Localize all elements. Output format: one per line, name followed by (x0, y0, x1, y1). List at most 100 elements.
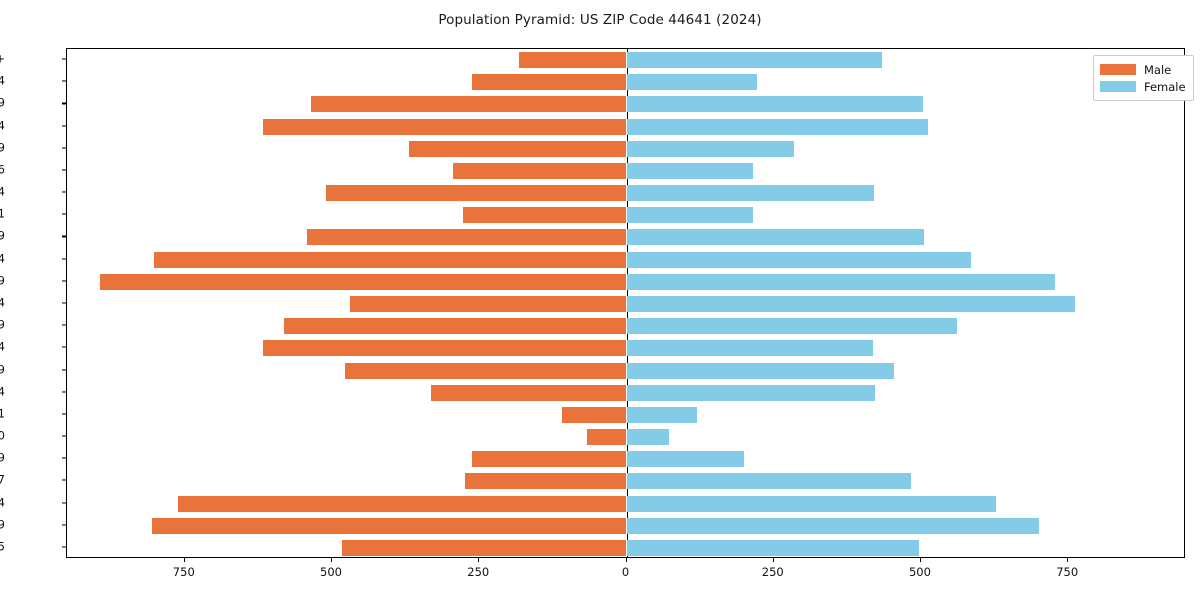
bar-male-65-66 (452, 162, 627, 179)
y-tick-mark (62, 147, 66, 149)
y-tick-label-80-84: 80-84 (0, 73, 5, 88)
y-tick-mark (62, 524, 66, 526)
bar-male-80-84 (472, 74, 627, 91)
bar-male-5-9 (152, 517, 627, 534)
bar-female-70-74 (626, 118, 929, 135)
bar-male-40-44 (349, 296, 627, 312)
bar-female-62-64 (626, 185, 874, 202)
bar-male-under-5 (342, 539, 627, 556)
y-tick-label-21: 21 (0, 406, 5, 421)
bar-male-55-59 (307, 229, 627, 246)
y-tick-label-65-66: 65-66 (0, 162, 5, 177)
y-tick-label-25-29: 25-29 (0, 361, 5, 376)
x-tick-label-3: 0 (621, 565, 630, 579)
bar-female-75-79 (626, 96, 923, 113)
bar-female-80-84 (626, 74, 758, 91)
chart-legend: Male Female (1093, 55, 1194, 101)
y-tick-mark (62, 235, 66, 238)
bar-female-55-59 (626, 229, 924, 246)
legend-swatch-female (1100, 81, 1136, 92)
y-tick-label-10-14: 10-14 (0, 494, 5, 509)
x-tick-label-5: 500 (908, 565, 931, 579)
bar-female-21 (626, 406, 697, 423)
y-tick-label-70-74: 70-74 (0, 117, 5, 132)
legend-label-female: Female (1144, 79, 1186, 94)
bar-female-65-66 (626, 162, 754, 179)
y-tick-label-62-64: 62-64 (0, 184, 5, 199)
bar-male-20 (587, 429, 627, 446)
x-tick-mark (919, 558, 922, 562)
bar-male-22-24 (430, 384, 627, 401)
bar-female-85- (626, 52, 882, 69)
bar-female-45-49 (626, 273, 1056, 290)
y-tick-mark (62, 502, 66, 504)
bar-female-35-39 (626, 318, 958, 335)
y-tick-mark (62, 346, 66, 348)
legend-label-male: Male (1144, 62, 1172, 77)
bar-male-50-54 (153, 251, 627, 268)
y-tick-label-22-24: 22-24 (0, 383, 5, 398)
y-tick-label-45-49: 45-49 (0, 273, 5, 288)
bar-female-22-24 (626, 384, 876, 401)
y-tick-mark (62, 125, 66, 127)
bar-female-30-34 (626, 340, 873, 357)
bar-female-5-9 (626, 517, 1039, 534)
x-tick-label-4: 250 (761, 565, 784, 579)
x-tick-label-6: 750 (1056, 565, 1079, 579)
y-tick-mark (62, 280, 66, 282)
bar-female-25-29 (626, 362, 895, 379)
legend-item-male: Male (1100, 61, 1186, 78)
bar-male-62-64 (326, 185, 627, 202)
page-title: Population Pyramid: US ZIP Code 44641 (2… (438, 12, 762, 28)
x-tick-label-1: 500 (320, 565, 342, 579)
bar-female-20 (626, 429, 670, 446)
y-tick-label-35-39: 35-39 (0, 317, 5, 332)
x-tick-label-2: 250 (467, 565, 490, 579)
bar-male-67-69 (408, 140, 627, 157)
x-tick-mark (1067, 558, 1069, 562)
y-tick-mark (62, 80, 66, 82)
y-tick-label-15-17: 15-17 (0, 472, 5, 487)
y-tick-mark (62, 413, 66, 415)
x-tick-mark (772, 558, 774, 562)
y-tick-mark (62, 302, 66, 304)
bar-female-18-19 (626, 451, 745, 468)
y-tick-mark (62, 546, 66, 548)
y-tick-label-67-69: 67-69 (0, 140, 5, 155)
y-tick-mark (62, 457, 66, 459)
y-tick-mark (62, 368, 66, 371)
y-tick-mark (62, 435, 66, 437)
bar-female-40-44 (626, 296, 1075, 312)
bar-female-10-14 (626, 495, 997, 512)
x-tick-mark (625, 558, 627, 562)
bar-male-21 (561, 406, 627, 423)
bar-male-35-39 (283, 318, 627, 335)
y-tick-label-18-19: 18-19 (0, 450, 5, 465)
x-tick-mark (331, 558, 333, 562)
bar-male-10-14 (177, 495, 627, 512)
y-tick-mark (62, 324, 66, 326)
bar-male-15-17 (465, 473, 627, 490)
legend-swatch-male (1100, 64, 1136, 75)
bar-male-70-74 (262, 118, 627, 135)
y-tick-mark (62, 479, 66, 481)
legend-item-female: Female (1100, 78, 1186, 95)
y-tick-mark (62, 191, 66, 193)
bar-female-50-54 (626, 251, 972, 268)
y-tick-label-85-: 85+ (0, 51, 5, 66)
y-tick-mark (62, 213, 66, 215)
x-tick-label-0: 750 (172, 565, 195, 579)
x-tick-mark (183, 558, 185, 562)
bar-female-15-17 (626, 473, 911, 490)
y-tick-mark (62, 58, 66, 60)
plot-area (66, 48, 1185, 558)
bar-male-25-29 (344, 362, 627, 379)
bar-male-45-49 (99, 273, 627, 290)
bar-male-18-19 (472, 451, 627, 468)
bar-male-60-61 (462, 207, 627, 224)
bar-female-60-61 (626, 207, 754, 224)
bar-female-under-5 (626, 539, 920, 556)
y-tick-label-20: 20 (0, 428, 5, 443)
y-tick-mark (62, 169, 66, 171)
